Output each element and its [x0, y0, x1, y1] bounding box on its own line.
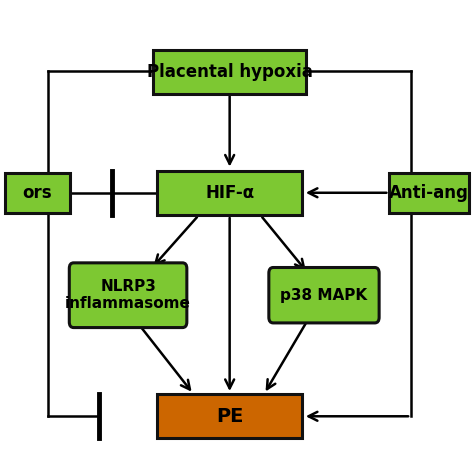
Text: Anti-ang: Anti-ang — [389, 184, 469, 202]
Text: ors: ors — [23, 184, 52, 202]
Text: Placental hypoxia: Placental hypoxia — [147, 63, 312, 81]
Bar — [157, 171, 302, 215]
Bar — [5, 173, 70, 212]
Bar — [157, 394, 302, 438]
Text: PE: PE — [216, 407, 243, 426]
Text: p38 MAPK: p38 MAPK — [281, 288, 367, 303]
Bar — [389, 173, 469, 212]
FancyBboxPatch shape — [69, 263, 187, 328]
Text: HIF-α: HIF-α — [205, 184, 254, 202]
Text: NLRP3
inflammasome: NLRP3 inflammasome — [65, 279, 191, 311]
FancyBboxPatch shape — [269, 267, 379, 323]
Bar — [154, 50, 306, 94]
